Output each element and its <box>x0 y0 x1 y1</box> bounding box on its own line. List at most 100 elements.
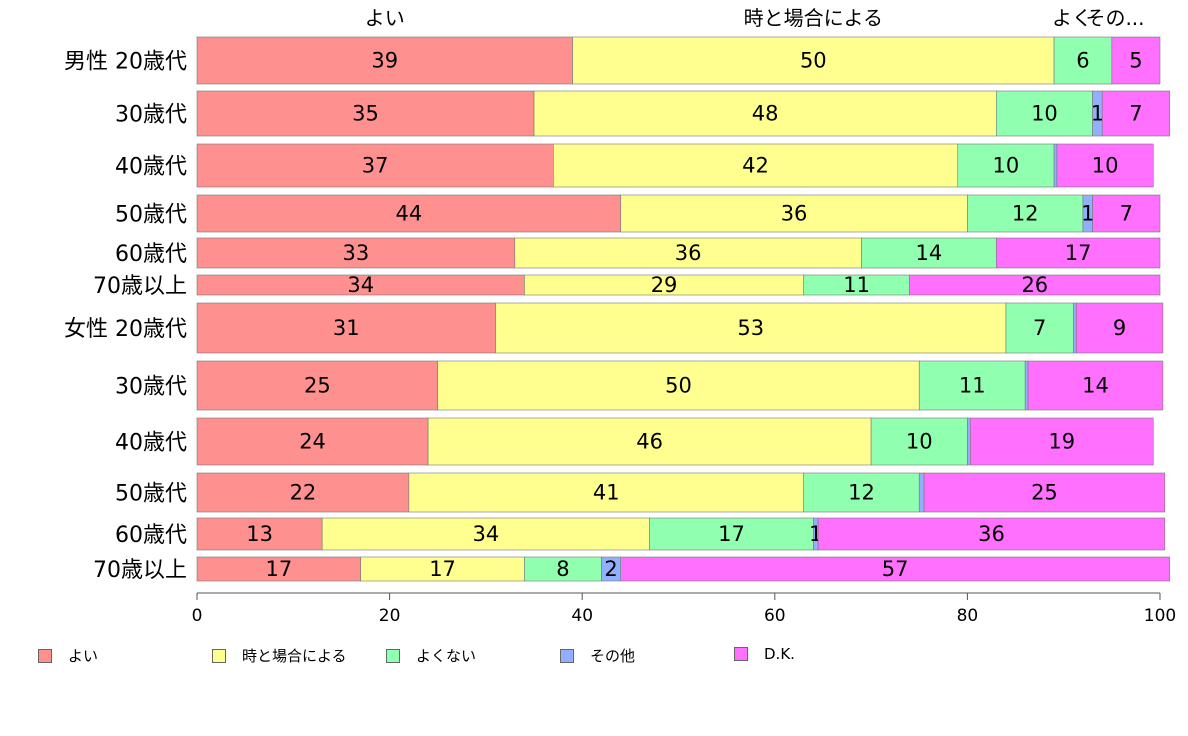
x-tick-label: 80 <box>957 606 979 626</box>
legend-item: D.K. <box>734 645 795 663</box>
bar-segment <box>1053 143 1058 188</box>
data-label: 17 <box>1065 241 1092 265</box>
legend-swatch <box>212 648 226 663</box>
bar-segment <box>437 360 920 411</box>
data-label: 25 <box>1031 481 1058 505</box>
data-label: 7 <box>1120 202 1133 226</box>
bar-segment <box>1053 36 1113 85</box>
category-label: 50歳代 <box>115 482 187 507</box>
bar-segment <box>1075 302 1164 354</box>
bar-segment <box>967 194 1084 233</box>
x-tick-label: 100 <box>1144 606 1176 626</box>
bar-segment <box>870 417 968 466</box>
data-label: 29 <box>651 273 678 297</box>
data-label: 42 <box>742 154 769 178</box>
data-label: 6 <box>1076 49 1089 73</box>
data-label: 50 <box>800 49 827 73</box>
legend-swatch <box>560 648 574 663</box>
data-label: 24 <box>299 430 326 454</box>
bar-segment <box>196 90 535 137</box>
data-label: 14 <box>916 241 943 265</box>
category-label: 男性 20歳代 <box>64 50 187 75</box>
bar-segment <box>321 517 650 551</box>
legend-item: 時と場合による <box>212 645 347 666</box>
data-label: 12 <box>1012 202 1039 226</box>
data-label: 1 <box>1081 202 1094 226</box>
category-label: 70歳以上 <box>93 274 187 299</box>
data-label: 50 <box>665 374 692 398</box>
data-label: 14 <box>1082 374 1109 398</box>
category-label: 60歳代 <box>115 242 187 267</box>
category-label: 70歳以上 <box>93 558 187 583</box>
bar-segment <box>1024 360 1029 411</box>
data-label: 10 <box>1031 102 1058 126</box>
bar-segment <box>923 472 1166 513</box>
data-label: 57 <box>882 557 909 581</box>
bar-segment <box>572 36 1055 85</box>
legend-swatch <box>734 647 748 661</box>
legend-swatch <box>38 648 52 663</box>
bar-segment <box>524 556 602 582</box>
data-label: 19 <box>1048 430 1075 454</box>
data-label: 1 <box>1091 102 1104 126</box>
legend-swatch <box>386 648 400 663</box>
bar-segment <box>1092 194 1161 233</box>
bar-segment <box>649 517 814 551</box>
data-label: 11 <box>843 273 870 297</box>
legend-label: よくない <box>416 647 477 665</box>
bar-segment <box>360 556 525 582</box>
category-label: 30歳代 <box>115 375 187 400</box>
category-label: 40歳代 <box>115 431 187 456</box>
bar-segment <box>967 417 971 466</box>
data-label: 17 <box>429 557 456 581</box>
legend-item: よい <box>38 645 98 666</box>
bar-segment <box>1027 360 1164 411</box>
data-label: 5 <box>1129 49 1142 73</box>
category-label: 女性 20歳代 <box>64 317 187 342</box>
bar-segment <box>1005 302 1074 354</box>
bar-segment <box>620 556 1170 582</box>
bar-segment <box>533 90 997 137</box>
top-series-label: よく <box>1052 6 1092 30</box>
bar-segment <box>918 472 925 513</box>
data-label: 33 <box>343 241 370 265</box>
category-label: 50歳代 <box>115 203 187 228</box>
category-label: 30歳代 <box>115 103 187 128</box>
legend-label: 時と場合による <box>242 647 347 665</box>
data-label: 26 <box>1021 273 1048 297</box>
data-label: 9 <box>1113 316 1126 340</box>
bar-segment <box>514 237 862 269</box>
legend-label: よい <box>68 647 99 665</box>
x-tick-label: 40 <box>571 606 593 626</box>
bar-segment <box>196 143 554 188</box>
bar-segment <box>1111 36 1161 85</box>
data-label: 17 <box>718 522 745 546</box>
category-label: 40歳代 <box>115 155 187 180</box>
legend: よい 時と場合による よくない その他 D.K. <box>0 645 1188 667</box>
data-label: 53 <box>737 316 764 340</box>
data-label: 36 <box>978 522 1005 546</box>
data-label: 17 <box>265 557 292 581</box>
bar-segment <box>495 302 1007 354</box>
data-label: 12 <box>848 481 875 505</box>
bar-segment <box>803 472 920 513</box>
data-label: 35 <box>352 102 379 126</box>
top-series-label: その... <box>1085 6 1144 30</box>
data-label: 7 <box>1129 102 1142 126</box>
data-label: 13 <box>246 522 273 546</box>
bar-segment <box>1073 302 1077 354</box>
bar-segment <box>957 143 1055 188</box>
data-label: 37 <box>362 154 389 178</box>
bar-segment <box>1101 90 1170 137</box>
bar-segment <box>196 517 323 551</box>
bar-segment <box>196 237 516 269</box>
bar-segment <box>196 36 573 85</box>
data-label: 41 <box>593 481 620 505</box>
bar-segment <box>196 472 410 513</box>
x-tick-label: 0 <box>192 606 203 626</box>
data-label: 10 <box>906 430 933 454</box>
legend-item: その他 <box>560 645 635 666</box>
data-label: 10 <box>1092 154 1119 178</box>
data-label: 36 <box>675 241 702 265</box>
